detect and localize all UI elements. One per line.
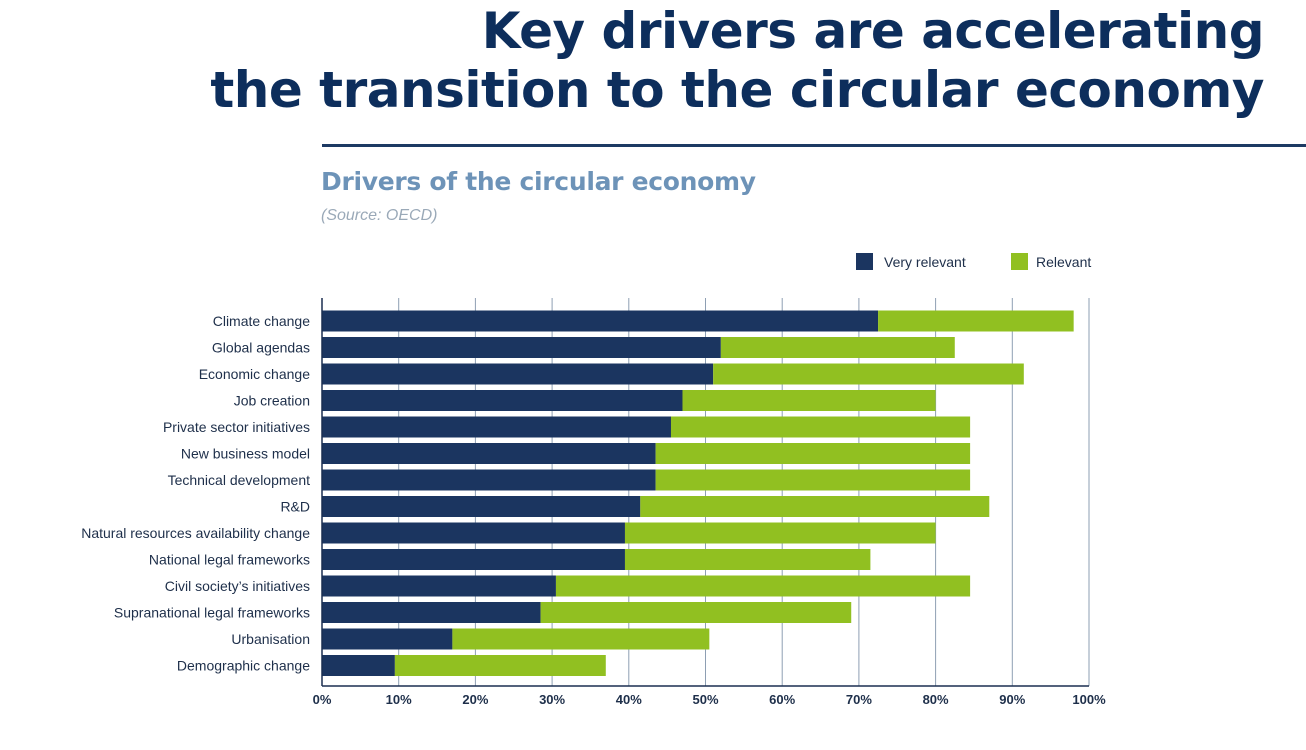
x-tick-label: 70% — [846, 692, 872, 707]
bar-very-relevant — [322, 443, 656, 464]
bar-relevant — [624, 522, 936, 544]
category-label: Natural resources availability change — [81, 525, 310, 541]
category-labels: Climate change Global agendas Economic cha… — [81, 313, 310, 674]
bar-very-relevant — [322, 310, 879, 332]
category-label: Demographic change — [177, 658, 310, 674]
legend-swatch-relevant — [1011, 253, 1028, 270]
x-tick-label: 0% — [313, 692, 332, 707]
bar-very-relevant — [322, 416, 671, 438]
bar-relevant — [720, 337, 955, 358]
x-tick-labels: 0% 10% 20% 30% 40% 50% 60% 70% 80% 90% 100% — [313, 692, 1106, 707]
bar-very-relevant — [322, 363, 714, 385]
chart-title: Drivers of the circular economy — [321, 167, 756, 196]
category-label: National legal frameworks — [149, 552, 310, 568]
category-label: Global agendas — [212, 340, 310, 356]
category-label: New business model — [181, 446, 310, 462]
bar-relevant — [640, 496, 990, 517]
slide-title-line-2: the transition to the circular economy — [210, 61, 1264, 119]
title-divider — [322, 144, 1306, 147]
stacked-bar-chart: Very relevant Relevant Climate change Glob… — [81, 253, 1106, 707]
bar-relevant — [655, 469, 971, 491]
category-label: Civil society’s initiatives — [165, 578, 310, 594]
bar-relevant — [878, 310, 1074, 332]
chart-axis — [321, 298, 1089, 687]
bar-relevant — [540, 602, 852, 623]
bar-very-relevant — [322, 655, 395, 676]
category-label: R&D — [280, 499, 310, 515]
chart-gridlines — [398, 298, 1090, 686]
chart-source: (Source: OECD) — [321, 207, 438, 224]
bar-relevant — [655, 443, 971, 464]
x-tick-label: 20% — [462, 692, 488, 707]
legend-label-very-relevant: Very relevant — [884, 254, 966, 270]
bar-very-relevant — [322, 602, 541, 623]
bar-relevant — [670, 416, 971, 438]
bar-relevant — [713, 363, 1024, 385]
bar-very-relevant — [322, 522, 625, 544]
x-tick-label: 10% — [386, 692, 412, 707]
category-label: Climate change — [213, 313, 310, 329]
x-tick-label: 100% — [1072, 692, 1106, 707]
bar-relevant — [555, 575, 971, 597]
category-label: Economic change — [199, 366, 311, 382]
category-label: Private sector initiatives — [163, 419, 310, 435]
bar-very-relevant — [322, 469, 656, 491]
legend-label-relevant: Relevant — [1036, 254, 1091, 270]
x-tick-label: 40% — [616, 692, 642, 707]
x-tick-label: 50% — [692, 692, 718, 707]
bar-very-relevant — [322, 549, 625, 570]
bar-very-relevant — [322, 337, 721, 358]
category-label: Supranational legal frameworks — [114, 605, 310, 621]
bar-relevant — [394, 655, 606, 676]
x-tick-label: 60% — [769, 692, 795, 707]
bar-very-relevant — [322, 628, 453, 650]
bar-relevant — [682, 390, 936, 411]
slide-title-line-1: Key drivers are accelerating — [481, 2, 1265, 60]
category-label: Technical development — [168, 472, 311, 488]
bar-relevant — [624, 549, 871, 570]
bar-very-relevant — [322, 575, 556, 597]
chart-legend: Very relevant Relevant — [856, 253, 1091, 270]
legend-swatch-very-relevant — [856, 253, 873, 270]
x-tick-label: 80% — [923, 692, 949, 707]
slide-title: Key drivers are accelerating the transit… — [210, 2, 1264, 120]
bar-very-relevant — [322, 496, 641, 517]
bar-relevant — [452, 628, 710, 650]
x-tick-label: 30% — [539, 692, 565, 707]
category-label: Job creation — [234, 393, 310, 409]
bar-very-relevant — [322, 390, 683, 411]
category-label: Urbanisation — [231, 631, 310, 647]
chart-bars — [322, 310, 1074, 676]
x-tick-label: 90% — [999, 692, 1025, 707]
